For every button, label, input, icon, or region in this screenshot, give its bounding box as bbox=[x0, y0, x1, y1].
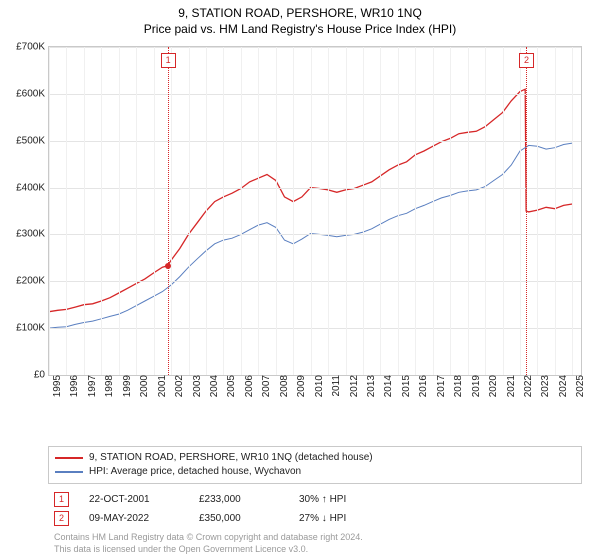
legend-label-1: 9, STATION ROAD, PERSHORE, WR10 1NQ (det… bbox=[89, 451, 373, 465]
x-axis-label: 2013 bbox=[363, 375, 377, 397]
x-axis-label: 1995 bbox=[49, 375, 63, 397]
transaction-row: 2 09-MAY-2022 £350,000 27% ↓ HPI bbox=[48, 509, 582, 528]
y-axis-label: £0 bbox=[34, 370, 49, 381]
x-axis-label: 2016 bbox=[415, 375, 429, 397]
plot-region: £0£100K£200K£300K£400K£500K£600K£700K199… bbox=[48, 46, 582, 376]
legend-label-2: HPI: Average price, detached house, Wych… bbox=[89, 465, 301, 479]
y-axis-label: £600K bbox=[16, 88, 49, 99]
y-axis-label: £100K bbox=[16, 323, 49, 334]
x-axis-label: 2009 bbox=[293, 375, 307, 397]
x-axis-label: 2006 bbox=[241, 375, 255, 397]
transaction-marker: 2 bbox=[54, 511, 69, 526]
x-axis-label: 2004 bbox=[206, 375, 220, 397]
transaction-marker: 1 bbox=[54, 492, 69, 507]
y-axis-label: £400K bbox=[16, 182, 49, 193]
y-axis-label: £200K bbox=[16, 276, 49, 287]
x-axis-label: 2012 bbox=[346, 375, 360, 397]
event-marker: 2 bbox=[519, 53, 534, 68]
x-axis-label: 2001 bbox=[154, 375, 168, 397]
x-axis-label: 2005 bbox=[223, 375, 237, 397]
y-axis-label: £500K bbox=[16, 135, 49, 146]
x-axis-label: 2010 bbox=[311, 375, 325, 397]
x-axis-label: 2011 bbox=[328, 375, 342, 397]
legend-swatch-2 bbox=[55, 471, 83, 473]
chart-container: 9, STATION ROAD, PERSHORE, WR10 1NQ Pric… bbox=[0, 0, 600, 560]
x-axis-label: 2018 bbox=[450, 375, 464, 397]
x-axis-label: 2000 bbox=[136, 375, 150, 397]
x-axis-label: 2020 bbox=[485, 375, 499, 397]
chart-title-2: Price paid vs. HM Land Registry's House … bbox=[0, 22, 600, 40]
legend-swatch-1 bbox=[55, 457, 83, 459]
x-axis-label: 1997 bbox=[84, 375, 98, 397]
transaction-list: 1 22-OCT-2001 £233,000 30% ↑ HPI 2 09-MAY-202… bbox=[48, 490, 582, 528]
x-axis-label: 1996 bbox=[66, 375, 80, 397]
transaction-price: £350,000 bbox=[199, 513, 279, 524]
transaction-delta: 27% ↓ HPI bbox=[299, 513, 346, 524]
transaction-delta: 30% ↑ HPI bbox=[299, 494, 346, 505]
x-axis-label: 2014 bbox=[380, 375, 394, 397]
chart-area: £0£100K£200K£300K£400K£500K£600K£700K199… bbox=[48, 46, 582, 408]
series-svg bbox=[49, 47, 581, 375]
legend-area: 9, STATION ROAD, PERSHORE, WR10 1NQ (det… bbox=[48, 446, 582, 555]
event-marker: 1 bbox=[161, 53, 176, 68]
x-axis-label: 1999 bbox=[119, 375, 133, 397]
transaction-price: £233,000 bbox=[199, 494, 279, 505]
x-axis-label: 2015 bbox=[398, 375, 412, 397]
footnote-line-1: Contains HM Land Registry data © Crown c… bbox=[54, 532, 576, 544]
x-axis-label: 2007 bbox=[258, 375, 272, 397]
x-axis-label: 2003 bbox=[189, 375, 203, 397]
x-axis-label: 2025 bbox=[572, 375, 586, 397]
footnote-line-2: This data is licensed under the Open Gov… bbox=[54, 544, 576, 556]
x-axis-label: 2023 bbox=[537, 375, 551, 397]
transaction-row: 1 22-OCT-2001 £233,000 30% ↑ HPI bbox=[48, 490, 582, 509]
chart-title-1: 9, STATION ROAD, PERSHORE, WR10 1NQ bbox=[0, 0, 600, 22]
legend-box: 9, STATION ROAD, PERSHORE, WR10 1NQ (det… bbox=[48, 446, 582, 484]
x-axis-label: 2017 bbox=[433, 375, 447, 397]
x-axis-label: 2008 bbox=[276, 375, 290, 397]
footnote: Contains HM Land Registry data © Crown c… bbox=[48, 528, 582, 555]
y-axis-label: £700K bbox=[16, 42, 49, 53]
x-axis-label: 2019 bbox=[468, 375, 482, 397]
legend-row-1: 9, STATION ROAD, PERSHORE, WR10 1NQ (det… bbox=[55, 451, 575, 465]
legend-row-2: HPI: Average price, detached house, Wych… bbox=[55, 465, 575, 479]
x-axis-label: 2024 bbox=[555, 375, 569, 397]
x-axis-label: 1998 bbox=[101, 375, 115, 397]
y-axis-label: £300K bbox=[16, 229, 49, 240]
x-axis-label: 2021 bbox=[503, 375, 517, 397]
transaction-date: 09-MAY-2022 bbox=[89, 513, 179, 524]
x-axis-label: 2002 bbox=[171, 375, 185, 397]
x-axis-label: 2022 bbox=[520, 375, 534, 397]
transaction-date: 22-OCT-2001 bbox=[89, 494, 179, 505]
